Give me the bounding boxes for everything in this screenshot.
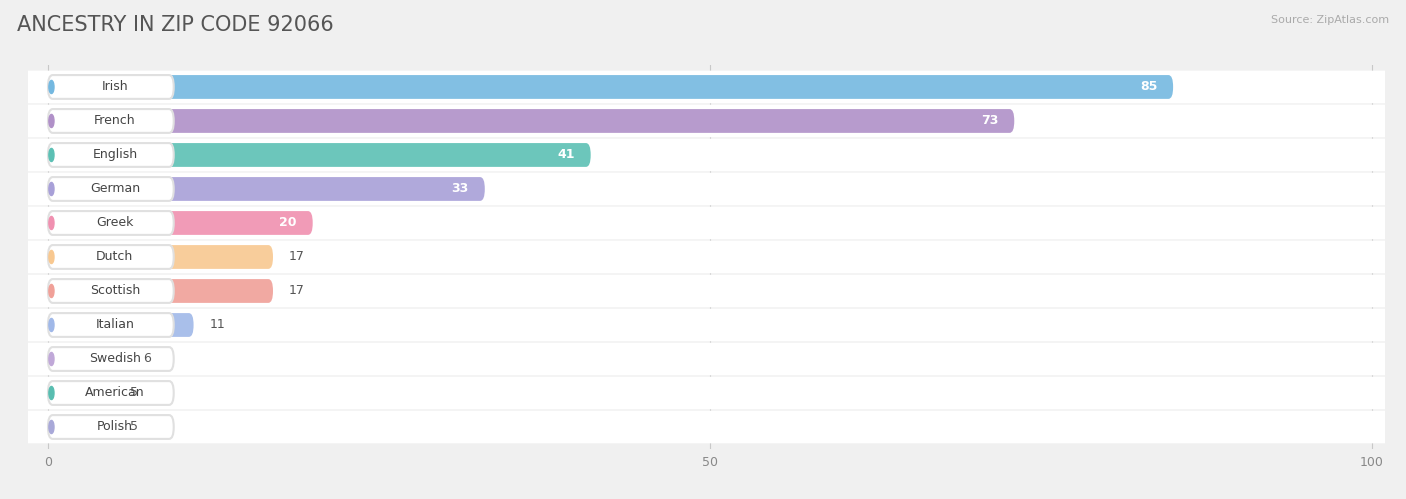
FancyBboxPatch shape xyxy=(48,245,273,269)
FancyBboxPatch shape xyxy=(21,207,1398,240)
Circle shape xyxy=(49,148,53,162)
Text: Greek: Greek xyxy=(96,217,134,230)
Text: 20: 20 xyxy=(280,217,297,230)
FancyBboxPatch shape xyxy=(48,381,174,405)
Circle shape xyxy=(49,318,53,331)
FancyBboxPatch shape xyxy=(48,109,174,133)
FancyBboxPatch shape xyxy=(48,75,1173,99)
Text: 33: 33 xyxy=(451,183,470,196)
Text: 85: 85 xyxy=(1140,80,1157,93)
FancyBboxPatch shape xyxy=(48,75,174,99)
FancyBboxPatch shape xyxy=(21,411,1398,443)
FancyBboxPatch shape xyxy=(48,381,114,405)
FancyBboxPatch shape xyxy=(21,173,1398,205)
FancyBboxPatch shape xyxy=(21,139,1398,171)
Circle shape xyxy=(49,114,53,128)
Circle shape xyxy=(49,421,53,434)
FancyBboxPatch shape xyxy=(21,274,1398,307)
Circle shape xyxy=(49,217,53,230)
Text: Dutch: Dutch xyxy=(96,250,134,263)
FancyBboxPatch shape xyxy=(48,109,1014,133)
Circle shape xyxy=(49,386,53,400)
FancyBboxPatch shape xyxy=(48,313,174,337)
Text: 6: 6 xyxy=(143,352,152,365)
Text: ANCESTRY IN ZIP CODE 92066: ANCESTRY IN ZIP CODE 92066 xyxy=(17,15,333,35)
Circle shape xyxy=(49,352,53,366)
FancyBboxPatch shape xyxy=(48,177,174,201)
Text: Swedish: Swedish xyxy=(89,352,141,365)
FancyBboxPatch shape xyxy=(21,71,1398,103)
FancyBboxPatch shape xyxy=(48,415,114,439)
FancyBboxPatch shape xyxy=(48,279,174,303)
FancyBboxPatch shape xyxy=(48,245,174,269)
Text: Polish: Polish xyxy=(97,421,132,434)
FancyBboxPatch shape xyxy=(21,241,1398,273)
FancyBboxPatch shape xyxy=(48,313,194,337)
Circle shape xyxy=(49,80,53,93)
FancyBboxPatch shape xyxy=(48,143,174,167)
Text: 5: 5 xyxy=(129,421,138,434)
Circle shape xyxy=(49,183,53,196)
FancyBboxPatch shape xyxy=(48,177,485,201)
FancyBboxPatch shape xyxy=(21,343,1398,375)
FancyBboxPatch shape xyxy=(48,143,591,167)
Text: Source: ZipAtlas.com: Source: ZipAtlas.com xyxy=(1271,15,1389,25)
FancyBboxPatch shape xyxy=(48,347,174,371)
FancyBboxPatch shape xyxy=(21,377,1398,409)
Circle shape xyxy=(49,250,53,263)
Circle shape xyxy=(49,284,53,297)
FancyBboxPatch shape xyxy=(21,309,1398,341)
Text: 17: 17 xyxy=(288,284,305,297)
Text: Scottish: Scottish xyxy=(90,284,141,297)
FancyBboxPatch shape xyxy=(48,279,273,303)
FancyBboxPatch shape xyxy=(48,415,174,439)
FancyBboxPatch shape xyxy=(48,347,128,371)
Text: 41: 41 xyxy=(557,149,575,162)
Text: French: French xyxy=(94,114,135,127)
Text: American: American xyxy=(84,387,145,400)
FancyBboxPatch shape xyxy=(48,211,174,235)
Text: 11: 11 xyxy=(209,318,225,331)
Text: 17: 17 xyxy=(288,250,305,263)
Text: Italian: Italian xyxy=(96,318,134,331)
Text: Irish: Irish xyxy=(101,80,128,93)
Text: 73: 73 xyxy=(981,114,998,127)
Text: 5: 5 xyxy=(129,387,138,400)
FancyBboxPatch shape xyxy=(48,211,312,235)
Text: German: German xyxy=(90,183,139,196)
Text: English: English xyxy=(93,149,138,162)
FancyBboxPatch shape xyxy=(21,105,1398,137)
